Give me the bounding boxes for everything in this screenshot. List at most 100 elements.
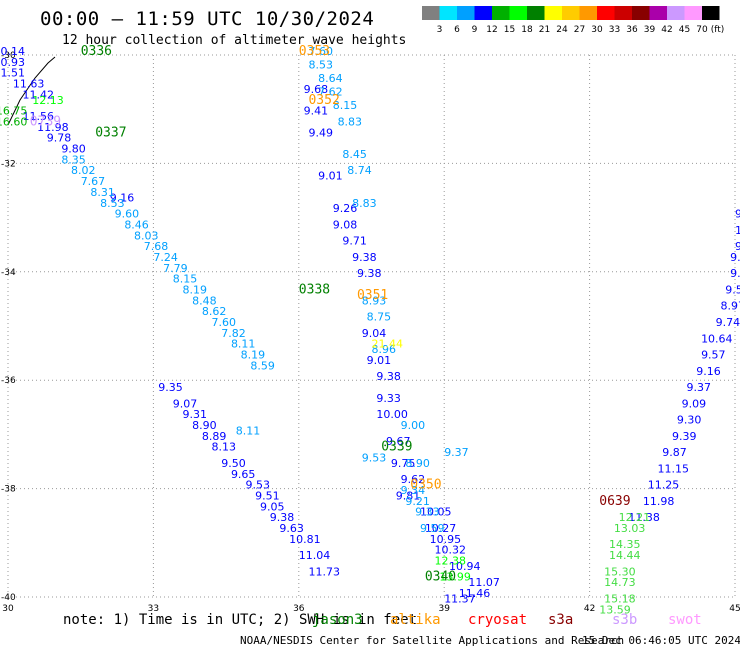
colorbar-label: 15	[504, 25, 515, 35]
wave-height-value: 7.79	[163, 262, 188, 275]
wave-height-value: 9.37	[687, 381, 712, 394]
wave-height-value: 9.00	[401, 419, 426, 432]
wave-height-value: 12.38	[435, 554, 467, 567]
wave-height-value: 7.62	[318, 86, 343, 99]
wave-height-value: 9.1	[730, 267, 740, 280]
wave-height-value: 8.15	[333, 99, 358, 112]
wave-height-value: 9.01	[367, 354, 392, 367]
wave-height-value: 16.75	[0, 105, 27, 118]
wave-height-value: 8.62	[202, 305, 227, 318]
wave-height-value: 7.24	[153, 251, 178, 264]
footer-note: note: 1) Time is in UTC; 2) SWH is in fe…	[63, 612, 418, 628]
wave-height-value: 9.35	[158, 381, 183, 394]
wave-height-value: 9.41	[304, 105, 329, 118]
timestamp: 15 Dec 06:46:05 UTC 2024	[582, 634, 740, 647]
wave-height-value: 7.60	[308, 45, 333, 58]
colorbar-label: 12	[486, 25, 497, 35]
coastline	[7, 56, 56, 126]
colorbar-label: 30	[591, 25, 603, 35]
wave-height-value: 8.46	[124, 218, 149, 231]
wave-height-value: 8.83	[352, 197, 377, 210]
wave-height-value: 8.93	[362, 294, 387, 307]
colorbar-label: 36	[626, 25, 638, 35]
colorbar-swatch	[439, 6, 457, 20]
wave-height-value: 8.64	[318, 72, 343, 85]
wave-height-value: 10.14	[0, 45, 25, 58]
y-tick-label: -30	[1, 51, 16, 61]
wave-height-value: 13.59	[599, 603, 631, 616]
sat-s3b: s3b	[612, 612, 638, 628]
wave-height-value: 9.31	[182, 408, 207, 421]
wave-height-value: 11.25	[648, 479, 680, 492]
track-pass-label: 0336	[81, 44, 112, 59]
wave-height-value: 9.39	[672, 430, 697, 443]
colorbar-swatch	[562, 6, 580, 20]
wave-height-value: 10.81	[289, 533, 321, 546]
wave-height-value: 11.04	[299, 549, 331, 562]
colorbar-label: 9	[472, 25, 478, 35]
wave-height-value: 9.09	[682, 397, 707, 410]
track-pass-label: 0339	[381, 440, 412, 455]
wave-height-value: 11.07	[468, 576, 500, 589]
wave-height-value: 9.05	[260, 500, 285, 513]
wave-height-value: 11.98	[643, 495, 675, 508]
colorbar-label: 21	[539, 25, 550, 35]
colorbar-label: 6	[454, 25, 460, 35]
wave-height-value: 8.75	[367, 311, 392, 324]
colorbar-swatch	[702, 6, 720, 20]
wave-height-value: 10.00	[376, 408, 408, 421]
colorbar-label: 33	[609, 25, 620, 35]
altimeter-plot: 30 33 36 39 42 45 -30 -32 -34 -36 -38 -40 10.1410.93…	[0, 44, 740, 620]
wave-height-value: 8.90	[192, 419, 217, 432]
wave-height-value: 8.53	[308, 59, 333, 72]
wave-height-value: 9.65	[231, 468, 256, 481]
colorbar-swatch	[457, 6, 475, 20]
track-pass-label: 0340	[425, 570, 456, 585]
wave-height-value: 13.03	[614, 522, 646, 535]
wave-height-value: 9.33	[415, 506, 440, 519]
wave-height-value: 9.87	[662, 446, 687, 459]
wave-height-value: 9.6	[730, 251, 740, 264]
wave-height-value: 9.50	[221, 457, 246, 470]
wave-height-value: 9.04	[362, 327, 387, 340]
colorbar-label: 18	[521, 25, 533, 35]
wave-height-value: 7.82	[221, 327, 246, 340]
wave-height-value: 7.67	[81, 175, 106, 188]
track-pass-label: 0739	[30, 114, 61, 129]
wave-height-value: 11.51	[0, 67, 25, 80]
wave-height-value: 11.37	[444, 592, 476, 605]
track-pass-label: 0337	[95, 125, 126, 140]
wave-height-value: 9.53	[362, 452, 387, 465]
wave-height-value: 10.93	[0, 56, 25, 69]
wave-height-value: 11.73	[308, 565, 340, 578]
chart-title: 00:00 – 11:59 UTC 10/30/2024	[40, 8, 375, 30]
wave-height-value: 9.80	[61, 143, 86, 156]
colorbar-swatch	[649, 6, 667, 20]
sat-cryosat: cryosat	[468, 612, 528, 628]
wave-height-value: 8.35	[61, 153, 86, 166]
wave-height-value: 8.83	[338, 115, 363, 128]
wave-height-value: 9.16	[696, 365, 721, 378]
wave-height-value: 9.57	[701, 349, 726, 362]
wave-height-value: 8.45	[342, 148, 367, 161]
wave-height-value: 11.56	[23, 110, 55, 123]
colorbar-swatch	[614, 6, 632, 20]
colorbar-label: 3	[437, 25, 443, 35]
wave-height-value: 8.97	[720, 300, 740, 313]
wave-height-value: 15.30	[604, 565, 636, 578]
sat-s3a: s3a	[548, 612, 574, 628]
wave-height-value: 9.16	[110, 191, 135, 204]
wave-height-value: 13.99	[439, 571, 471, 584]
wave-height-value: 8.19	[241, 349, 266, 362]
wave-height-value: 9.78	[47, 132, 71, 145]
wave-height-value: 10.32	[435, 544, 467, 557]
wave-height-value: 21.44	[372, 338, 404, 351]
wave-height-value: 8.02	[71, 164, 96, 177]
wave-height-value: 9.81	[396, 489, 421, 502]
wave-height-value: 11.42	[23, 88, 55, 101]
colorbar-label: 39	[644, 25, 656, 35]
wave-height-value: 9.60	[115, 208, 140, 221]
wave-height-value: 8.90	[405, 457, 430, 470]
wave-height-value: 11.63	[13, 78, 44, 91]
wave-height-value: 14.35	[609, 538, 641, 551]
